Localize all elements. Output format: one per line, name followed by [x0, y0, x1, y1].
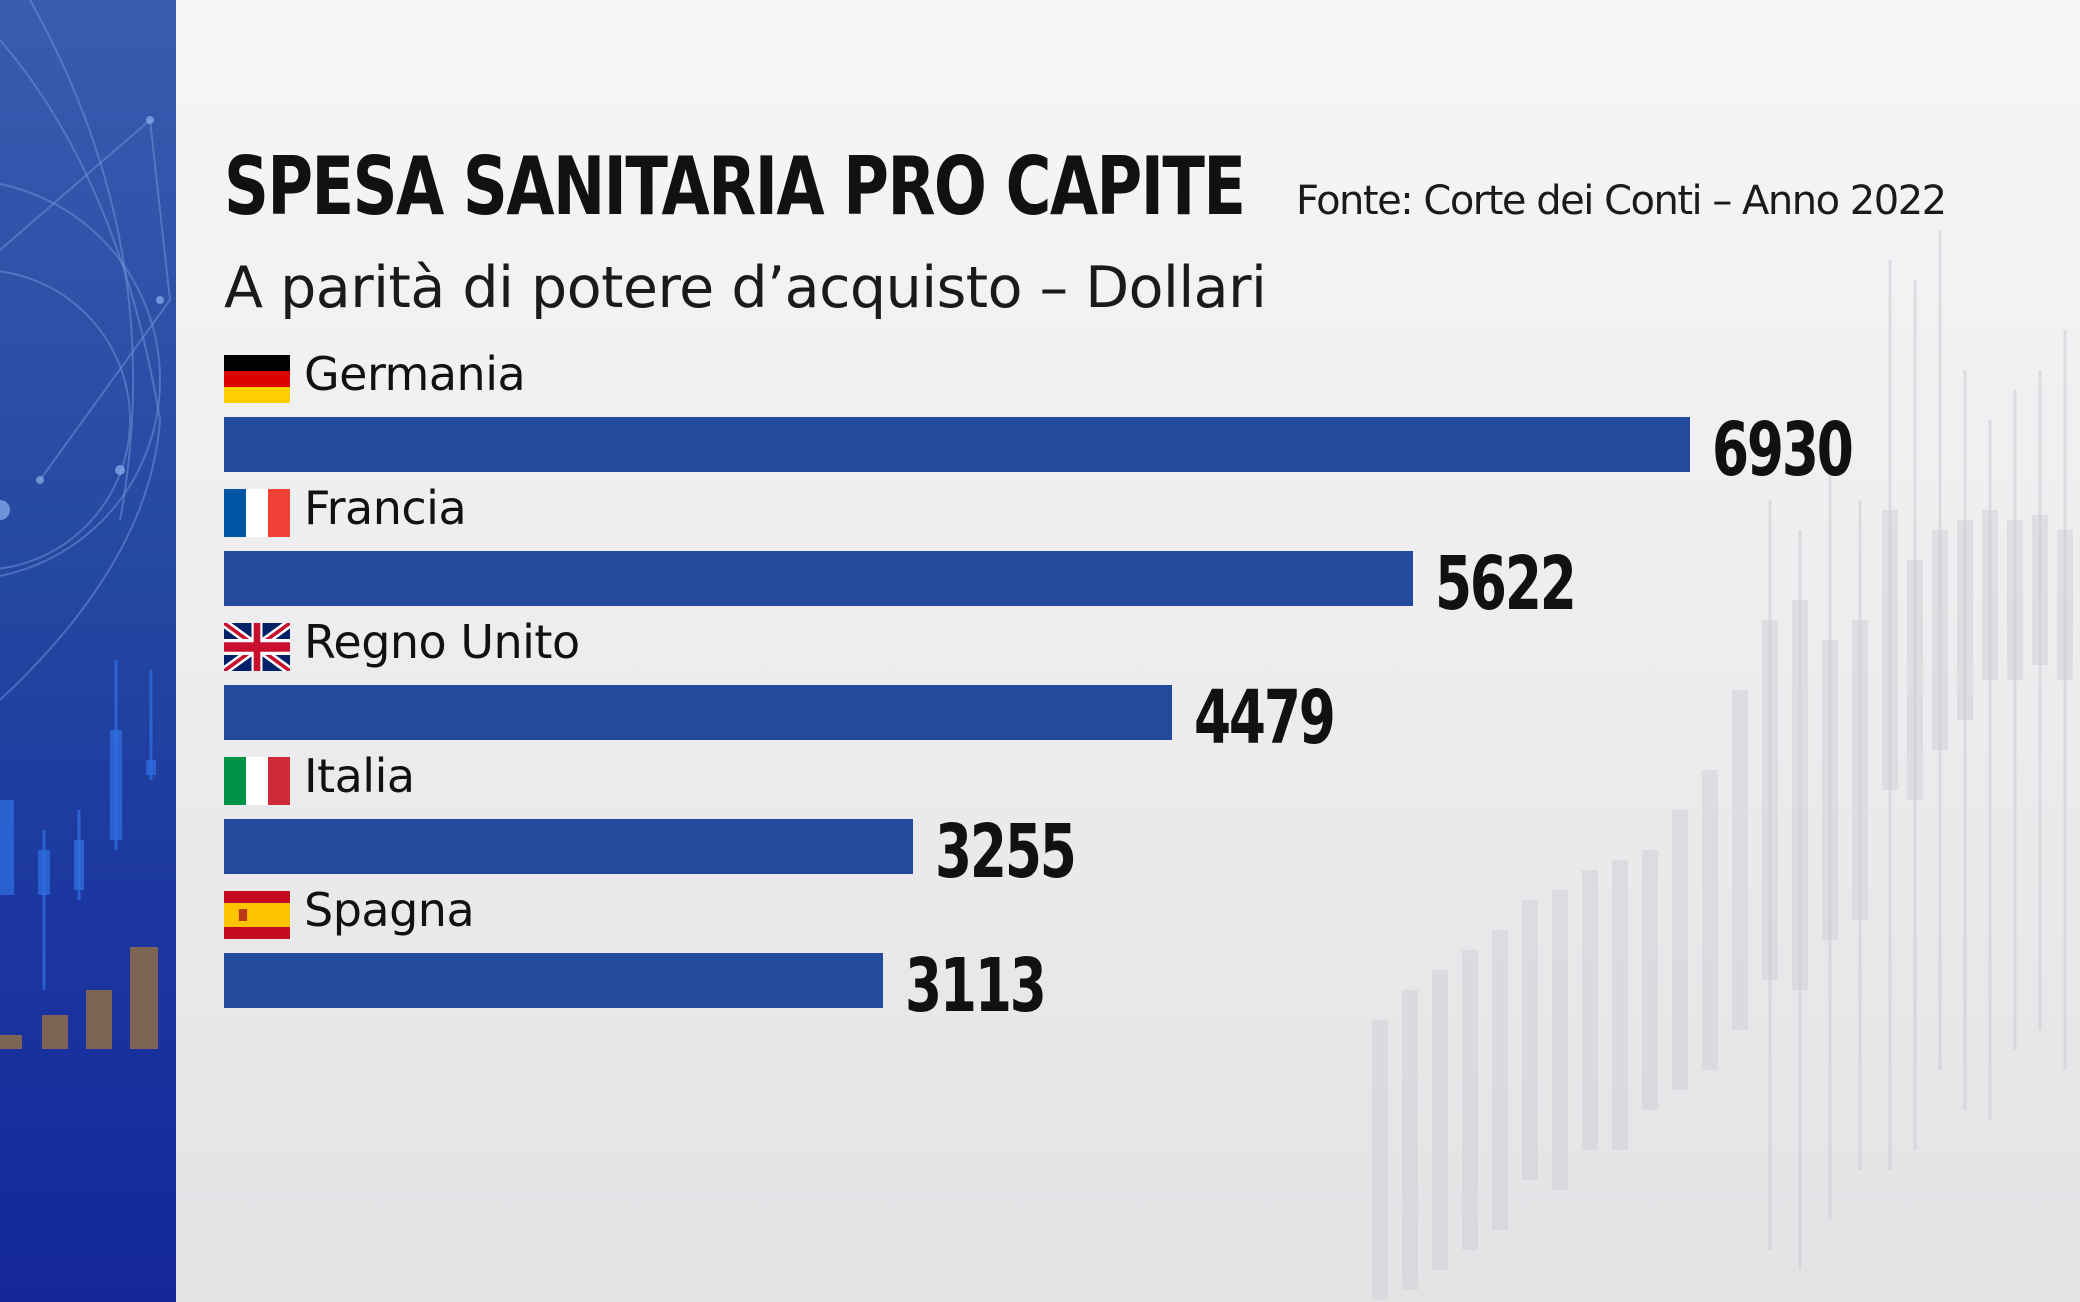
decorative-network-graphic: [0, 0, 172, 1049]
bar-spagna: [224, 953, 883, 1008]
data-label-spagna: 3113: [905, 943, 1047, 1029]
decorative-side-panel: [0, 0, 176, 1302]
italy-flag-icon: [224, 757, 290, 805]
data-label-francia: 5622: [1435, 541, 1577, 627]
uk-flag-icon: [224, 623, 290, 671]
bar-row-spagna: Spagna 3113: [224, 883, 1824, 1029]
bar-row-germania: Germania 6930: [224, 347, 1854, 493]
germany-flag-icon: [224, 355, 290, 403]
chart-subtitle: A parità di potere d’acquisto – Dollari: [224, 255, 1267, 321]
source-note: Fonte: Corte dei Conti – Anno 2022: [1296, 178, 1947, 224]
bar-row-regno-unito: Regno Unito 4479: [224, 615, 1824, 761]
bar-row-italia: Italia 3255: [224, 749, 1824, 895]
data-label-regno-unito: 4479: [1194, 675, 1336, 761]
bar-regno-unito: [224, 685, 1172, 740]
category-label: Regno Unito: [304, 615, 580, 669]
category-label: Germania: [304, 347, 526, 401]
data-label-italia: 3255: [935, 809, 1077, 895]
bar-italia: [224, 819, 913, 874]
france-flag-icon: [224, 489, 290, 537]
data-label-germania: 6930: [1712, 407, 1854, 493]
spain-flag-icon: [224, 891, 290, 939]
chart-title: SPESA SANITARIA PRO CAPITE: [224, 140, 1246, 233]
bar-francia: [224, 551, 1413, 606]
category-label: Italia: [304, 749, 415, 803]
bar-row-francia: Francia 5622: [224, 481, 1824, 627]
category-label: Francia: [304, 481, 467, 535]
bar-germania: [224, 417, 1690, 472]
category-label: Spagna: [304, 883, 475, 937]
decorative-candlestick-background: [1372, 230, 2073, 1300]
